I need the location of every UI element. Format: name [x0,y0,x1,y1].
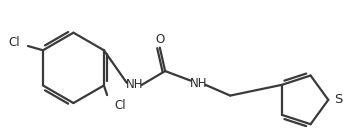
Text: Cl: Cl [8,36,20,49]
Text: Cl: Cl [114,99,126,112]
Text: O: O [155,33,164,46]
Text: NH: NH [125,78,143,91]
Text: S: S [334,93,342,106]
Text: NH: NH [189,77,207,90]
